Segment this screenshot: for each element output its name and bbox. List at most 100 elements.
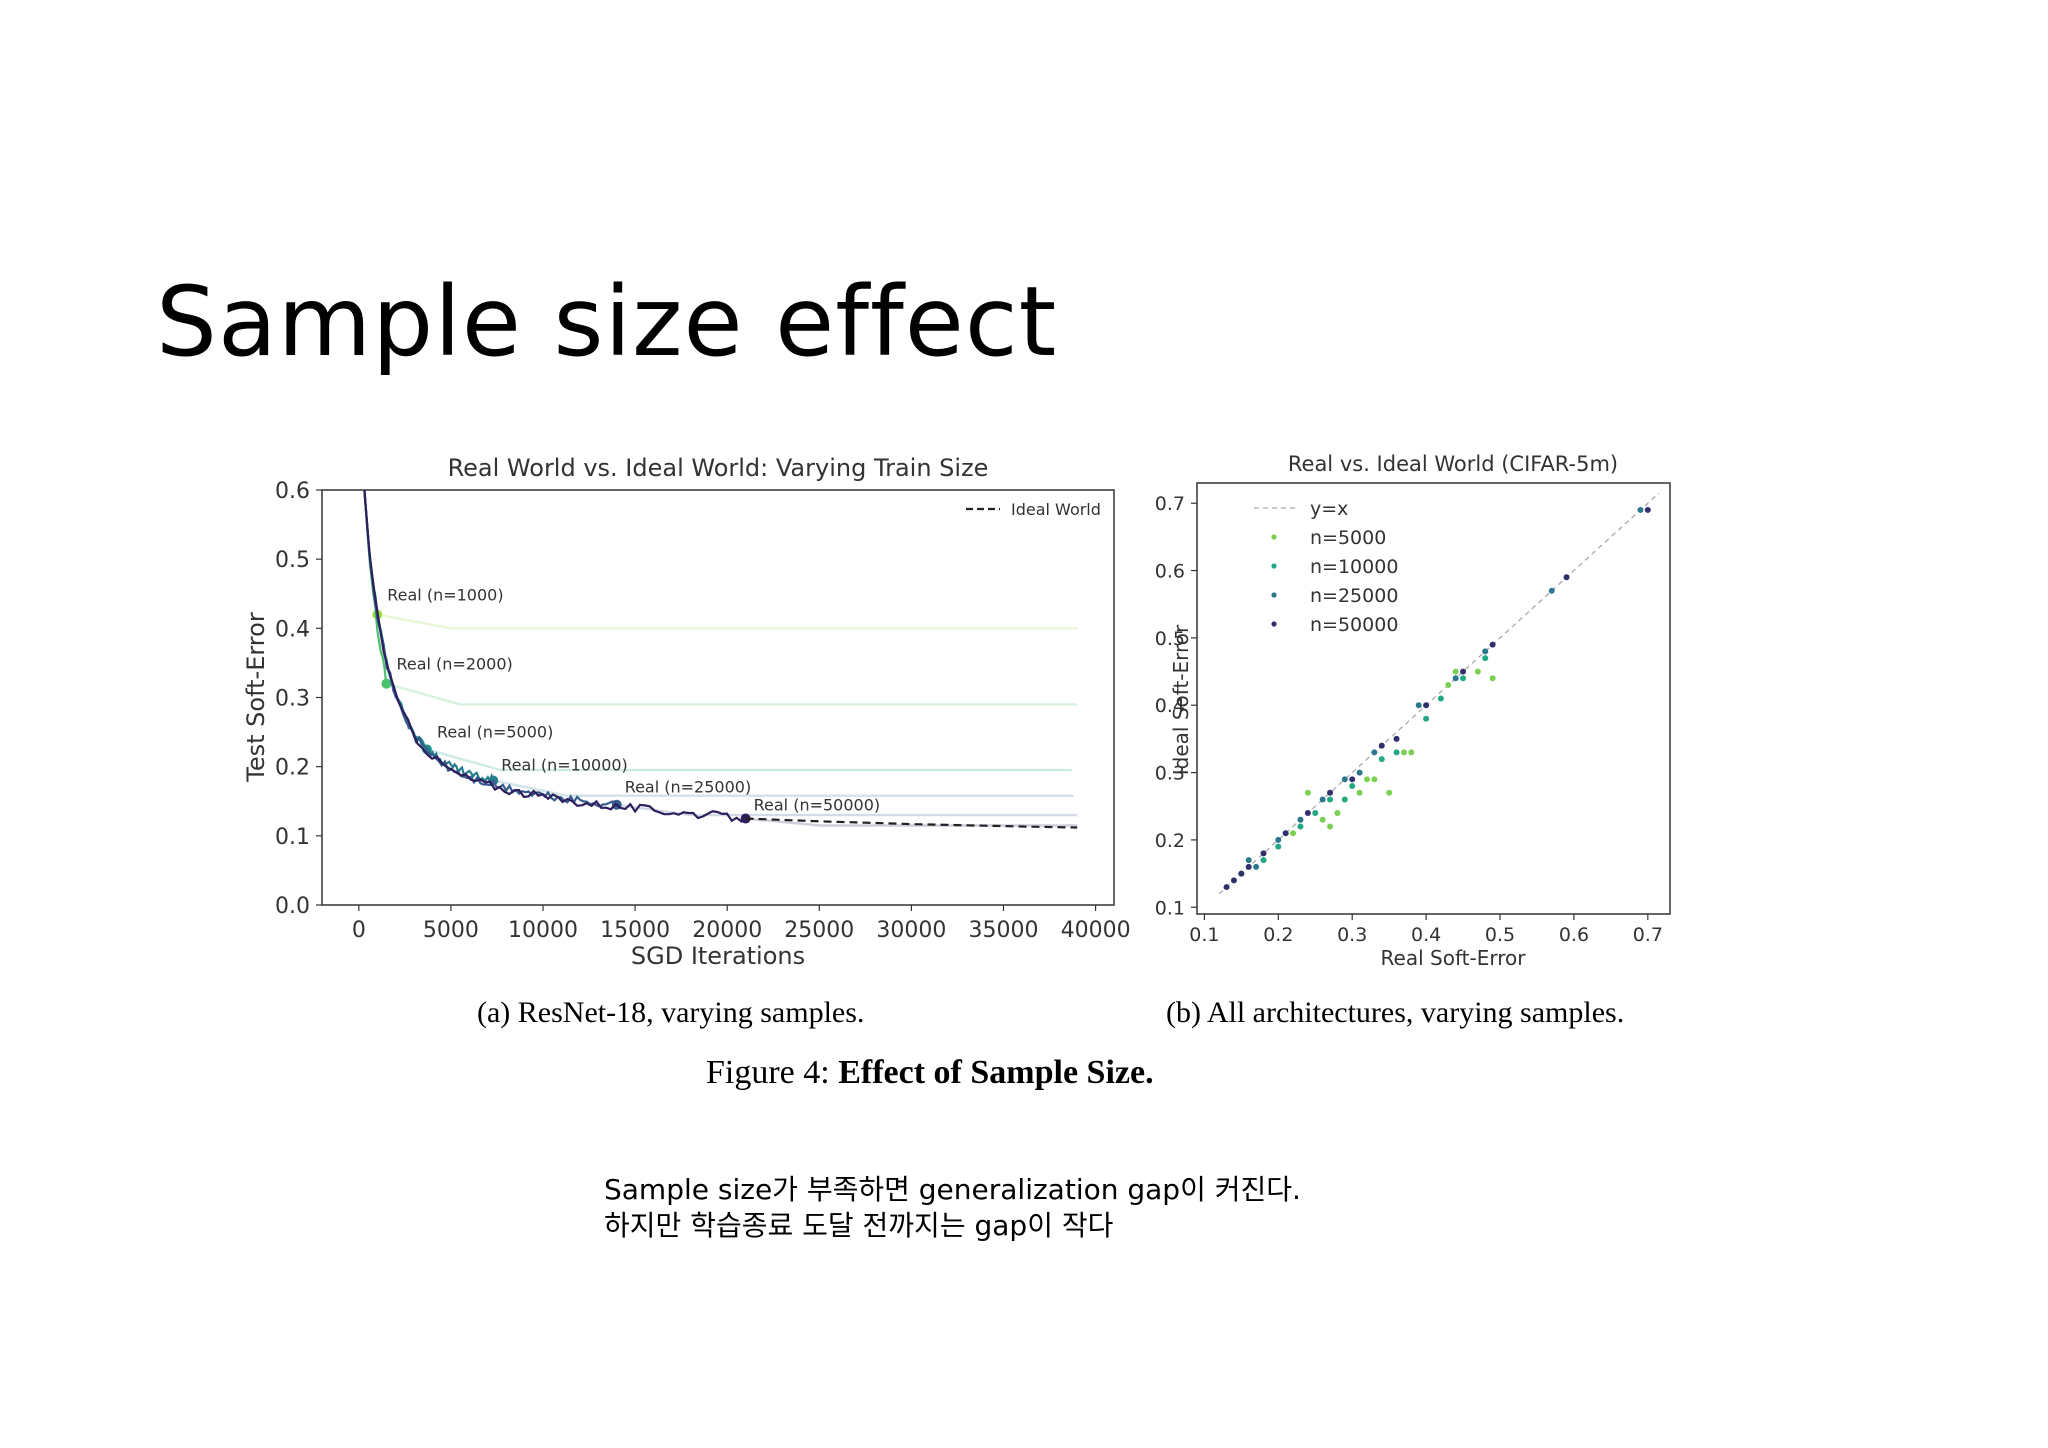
legend-n25000: n=25000 <box>1310 585 1398 607</box>
scatter-point <box>1445 682 1452 689</box>
x-tick-label: 5000 <box>423 918 479 943</box>
scatter-point <box>1363 776 1370 783</box>
series-label: Real (n=1000) <box>387 586 503 605</box>
plateau-line <box>386 682 1078 706</box>
plateau-line <box>745 817 1078 827</box>
chart-b-x-ticks: 0.1 0.2 0.3 0.4 0.5 0.6 0.7 <box>1189 914 1663 946</box>
ideal-world-line <box>745 817 1078 829</box>
chart-b-y-ticks: 0.1 0.2 0.3 0.4 0.5 0.6 0.7 <box>1155 493 1197 919</box>
scatter-point <box>1452 675 1459 682</box>
chart-a-xlabel: SGD Iterations <box>631 942 805 970</box>
series-stop-point <box>381 678 392 689</box>
y-tick-label: 0.4 <box>1155 695 1185 717</box>
scatter-point <box>1482 648 1489 655</box>
scatter-point <box>1319 816 1326 823</box>
scatter-point <box>1415 702 1422 709</box>
scatter-point <box>1460 668 1467 675</box>
scatter-point <box>1349 783 1356 790</box>
legend-dot-n25000-icon <box>1271 592 1277 598</box>
scatter-point <box>1637 506 1644 513</box>
figure-caption-prefix: Figure 4: <box>706 1054 830 1091</box>
scatter-point <box>1304 789 1311 796</box>
slide-title: Sample size effect <box>156 266 1058 378</box>
scatter-point <box>1644 506 1651 513</box>
scatter-point <box>1437 695 1444 702</box>
y-tick-label: 0.1 <box>275 825 310 850</box>
series-label: Real (n=25000) <box>625 778 752 797</box>
series-label: Real (n=5000) <box>437 722 553 741</box>
note-line-1: Sample size가 부족하면 generalization gap이 커진… <box>604 1173 1301 1206</box>
chart-a-y-ticks: 0.0 0.1 0.2 0.3 0.4 0.5 0.6 <box>275 479 322 919</box>
subcaption-b: (b) All architectures, varying samples. <box>1166 996 1625 1029</box>
x-tick-label: 15000 <box>600 918 670 943</box>
scatter-point <box>1245 863 1252 870</box>
y-tick-label: 0.1 <box>1155 897 1185 919</box>
scatter-point <box>1297 823 1304 830</box>
x-tick-label: 0.6 <box>1559 924 1589 946</box>
scatter-point <box>1460 675 1467 682</box>
legend-n5000: n=5000 <box>1310 527 1386 549</box>
scatter-point <box>1563 574 1570 581</box>
scatter-point <box>1282 830 1289 837</box>
y-tick-label: 0.0 <box>275 894 310 919</box>
legend-dot-n5000-icon <box>1271 534 1277 540</box>
scatter-point <box>1400 749 1407 756</box>
y-tick-label: 0.2 <box>275 756 310 781</box>
legend-y-equals-x: y=x <box>1310 498 1348 520</box>
scatter-point <box>1260 850 1267 857</box>
scatter-point <box>1548 587 1555 594</box>
scatter-point <box>1275 836 1282 843</box>
scatter-point <box>1319 796 1326 803</box>
y-tick-label: 0.3 <box>1155 763 1185 785</box>
legend-n50000: n=50000 <box>1310 614 1398 636</box>
y-tick-label: 0.4 <box>275 617 310 642</box>
scatter-point <box>1371 776 1378 783</box>
series-label: Real (n=2000) <box>396 655 512 674</box>
x-tick-label: 0.5 <box>1485 924 1515 946</box>
x-tick-label: 40000 <box>1061 918 1131 943</box>
chart-a-series-labels: Real (n=1000) Real (n=2000) Real (n=5000) R… <box>387 586 880 815</box>
y-tick-label: 0.5 <box>1155 628 1185 650</box>
scatter-point <box>1356 769 1363 776</box>
plateau-line <box>616 803 1078 817</box>
series-label: Real (n=50000) <box>754 796 881 815</box>
chart-a-real-series <box>363 489 751 824</box>
legend-n10000: n=10000 <box>1310 556 1398 578</box>
figure-caption: Figure 4: Effect of Sample Size. <box>706 1054 1154 1092</box>
x-tick-label: 20000 <box>692 918 762 943</box>
real-series-line <box>363 489 747 823</box>
scatter-point <box>1334 809 1341 816</box>
scatter-point <box>1341 776 1348 783</box>
scatter-point <box>1489 641 1496 648</box>
scatter-point <box>1297 816 1304 823</box>
scatter-point <box>1312 809 1319 816</box>
scatter-point <box>1223 884 1230 891</box>
scatter-point <box>1423 715 1430 722</box>
y-tick-label: 0.6 <box>1155 561 1185 583</box>
x-tick-label: 0.3 <box>1337 924 1367 946</box>
y-tick-label: 0.6 <box>275 479 310 504</box>
scatter-point <box>1423 702 1430 709</box>
legend-ideal-world: Ideal World <box>1011 500 1101 519</box>
scatter-point <box>1230 877 1237 884</box>
scatter-point <box>1378 742 1385 749</box>
chart-b-points <box>1223 506 1651 891</box>
scatter-point <box>1260 857 1267 864</box>
x-tick-label: 0.2 <box>1263 924 1293 946</box>
scatter-point <box>1304 809 1311 816</box>
scatter-point <box>1408 749 1415 756</box>
x-tick-label: 25000 <box>784 918 854 943</box>
chart-a-title: Real World vs. Ideal World: Varying Trai… <box>448 454 989 482</box>
scatter-point <box>1482 655 1489 662</box>
scatter-point <box>1327 789 1334 796</box>
subcaption-a: (a) ResNet-18, varying samples. <box>477 996 865 1029</box>
scatter-point <box>1393 749 1400 756</box>
series-label: Real (n=10000) <box>501 756 628 775</box>
y-tick-label: 0.3 <box>275 687 310 712</box>
x-tick-label: 0.4 <box>1411 924 1441 946</box>
y-tick-label: 0.5 <box>275 548 310 573</box>
scatter-point <box>1349 776 1356 783</box>
slide-note: Sample size가 부족하면 generalization gap이 커진… <box>604 1172 1301 1244</box>
figure-caption-bold: Effect of Sample Size. <box>838 1054 1154 1091</box>
